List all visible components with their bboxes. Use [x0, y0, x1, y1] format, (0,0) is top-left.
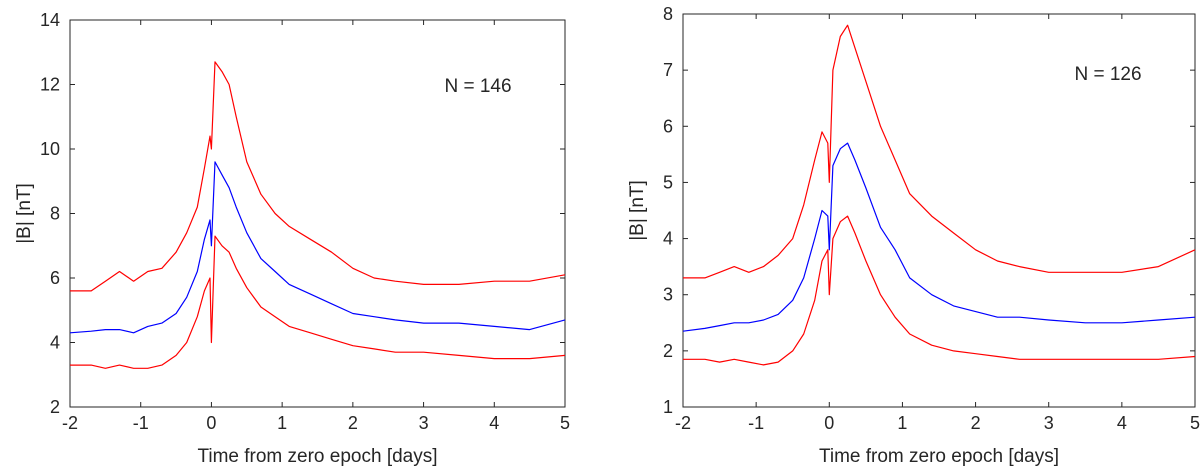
- y-tick-label: 4: [663, 229, 673, 249]
- x-tick-label: 0: [824, 413, 834, 433]
- x-tick-label: -2: [675, 413, 691, 433]
- x-tick-label: 0: [206, 413, 216, 433]
- x-tick-label: 3: [419, 413, 429, 433]
- x-tick-label: 1: [897, 413, 907, 433]
- x-tick-label: 3: [1044, 413, 1054, 433]
- y-tick-label: 6: [663, 116, 673, 136]
- series-line-lower: [683, 215, 1196, 366]
- x-axis-label: Time from zero epoch [days]: [819, 446, 1059, 467]
- series-line-mean: [682, 142, 1196, 332]
- x-tick-label: 5: [1190, 413, 1200, 433]
- x-tick-label: 4: [489, 413, 499, 433]
- x-tick-label: -1: [748, 413, 764, 433]
- y-tick-label: 2: [50, 397, 60, 417]
- series-line-upper: [683, 24, 1196, 279]
- series-line-lower: [70, 235, 566, 369]
- x-tick-label: 5: [560, 413, 570, 433]
- y-tick-label: 4: [50, 333, 60, 353]
- y-tick-label: 14: [40, 10, 60, 30]
- y-tick-label: 10: [40, 139, 60, 159]
- y-axis-label: |B| [nT]: [14, 183, 35, 244]
- y-axis-label: |B| [nT]: [627, 180, 648, 241]
- x-tick-label: -2: [62, 413, 78, 433]
- y-tick-label: 8: [50, 204, 60, 224]
- y-tick-label: 7: [663, 60, 673, 80]
- y-tick-label: 6: [50, 268, 60, 288]
- sample-count-annotation: N = 146: [444, 76, 511, 97]
- x-tick-label: 4: [1117, 413, 1127, 433]
- x-axis-label: Time from zero epoch [days]: [197, 446, 437, 467]
- series-line-mean: [69, 161, 566, 334]
- y-tick-label: 1: [663, 397, 673, 417]
- right-chart: -2 -1 0 1 2 3 4 5 1 2 3 4 5 6 7 8 Time from zero epoch […: [627, 4, 1200, 467]
- y-tick-label: 3: [663, 285, 673, 305]
- y-tick-label: 2: [663, 341, 673, 361]
- x-tick-label: -1: [133, 413, 149, 433]
- x-tick-label: 2: [971, 413, 981, 433]
- series-line-upper: [70, 61, 566, 292]
- y-tick-label: 5: [663, 172, 673, 192]
- y-tick-label: 12: [40, 75, 60, 95]
- y-tick-label: 8: [663, 4, 673, 24]
- sample-count-annotation: N = 126: [1074, 64, 1141, 85]
- x-tick-label: 2: [348, 413, 358, 433]
- plot-frame: [682, 13, 1196, 408]
- x-tick-label: 1: [277, 413, 287, 433]
